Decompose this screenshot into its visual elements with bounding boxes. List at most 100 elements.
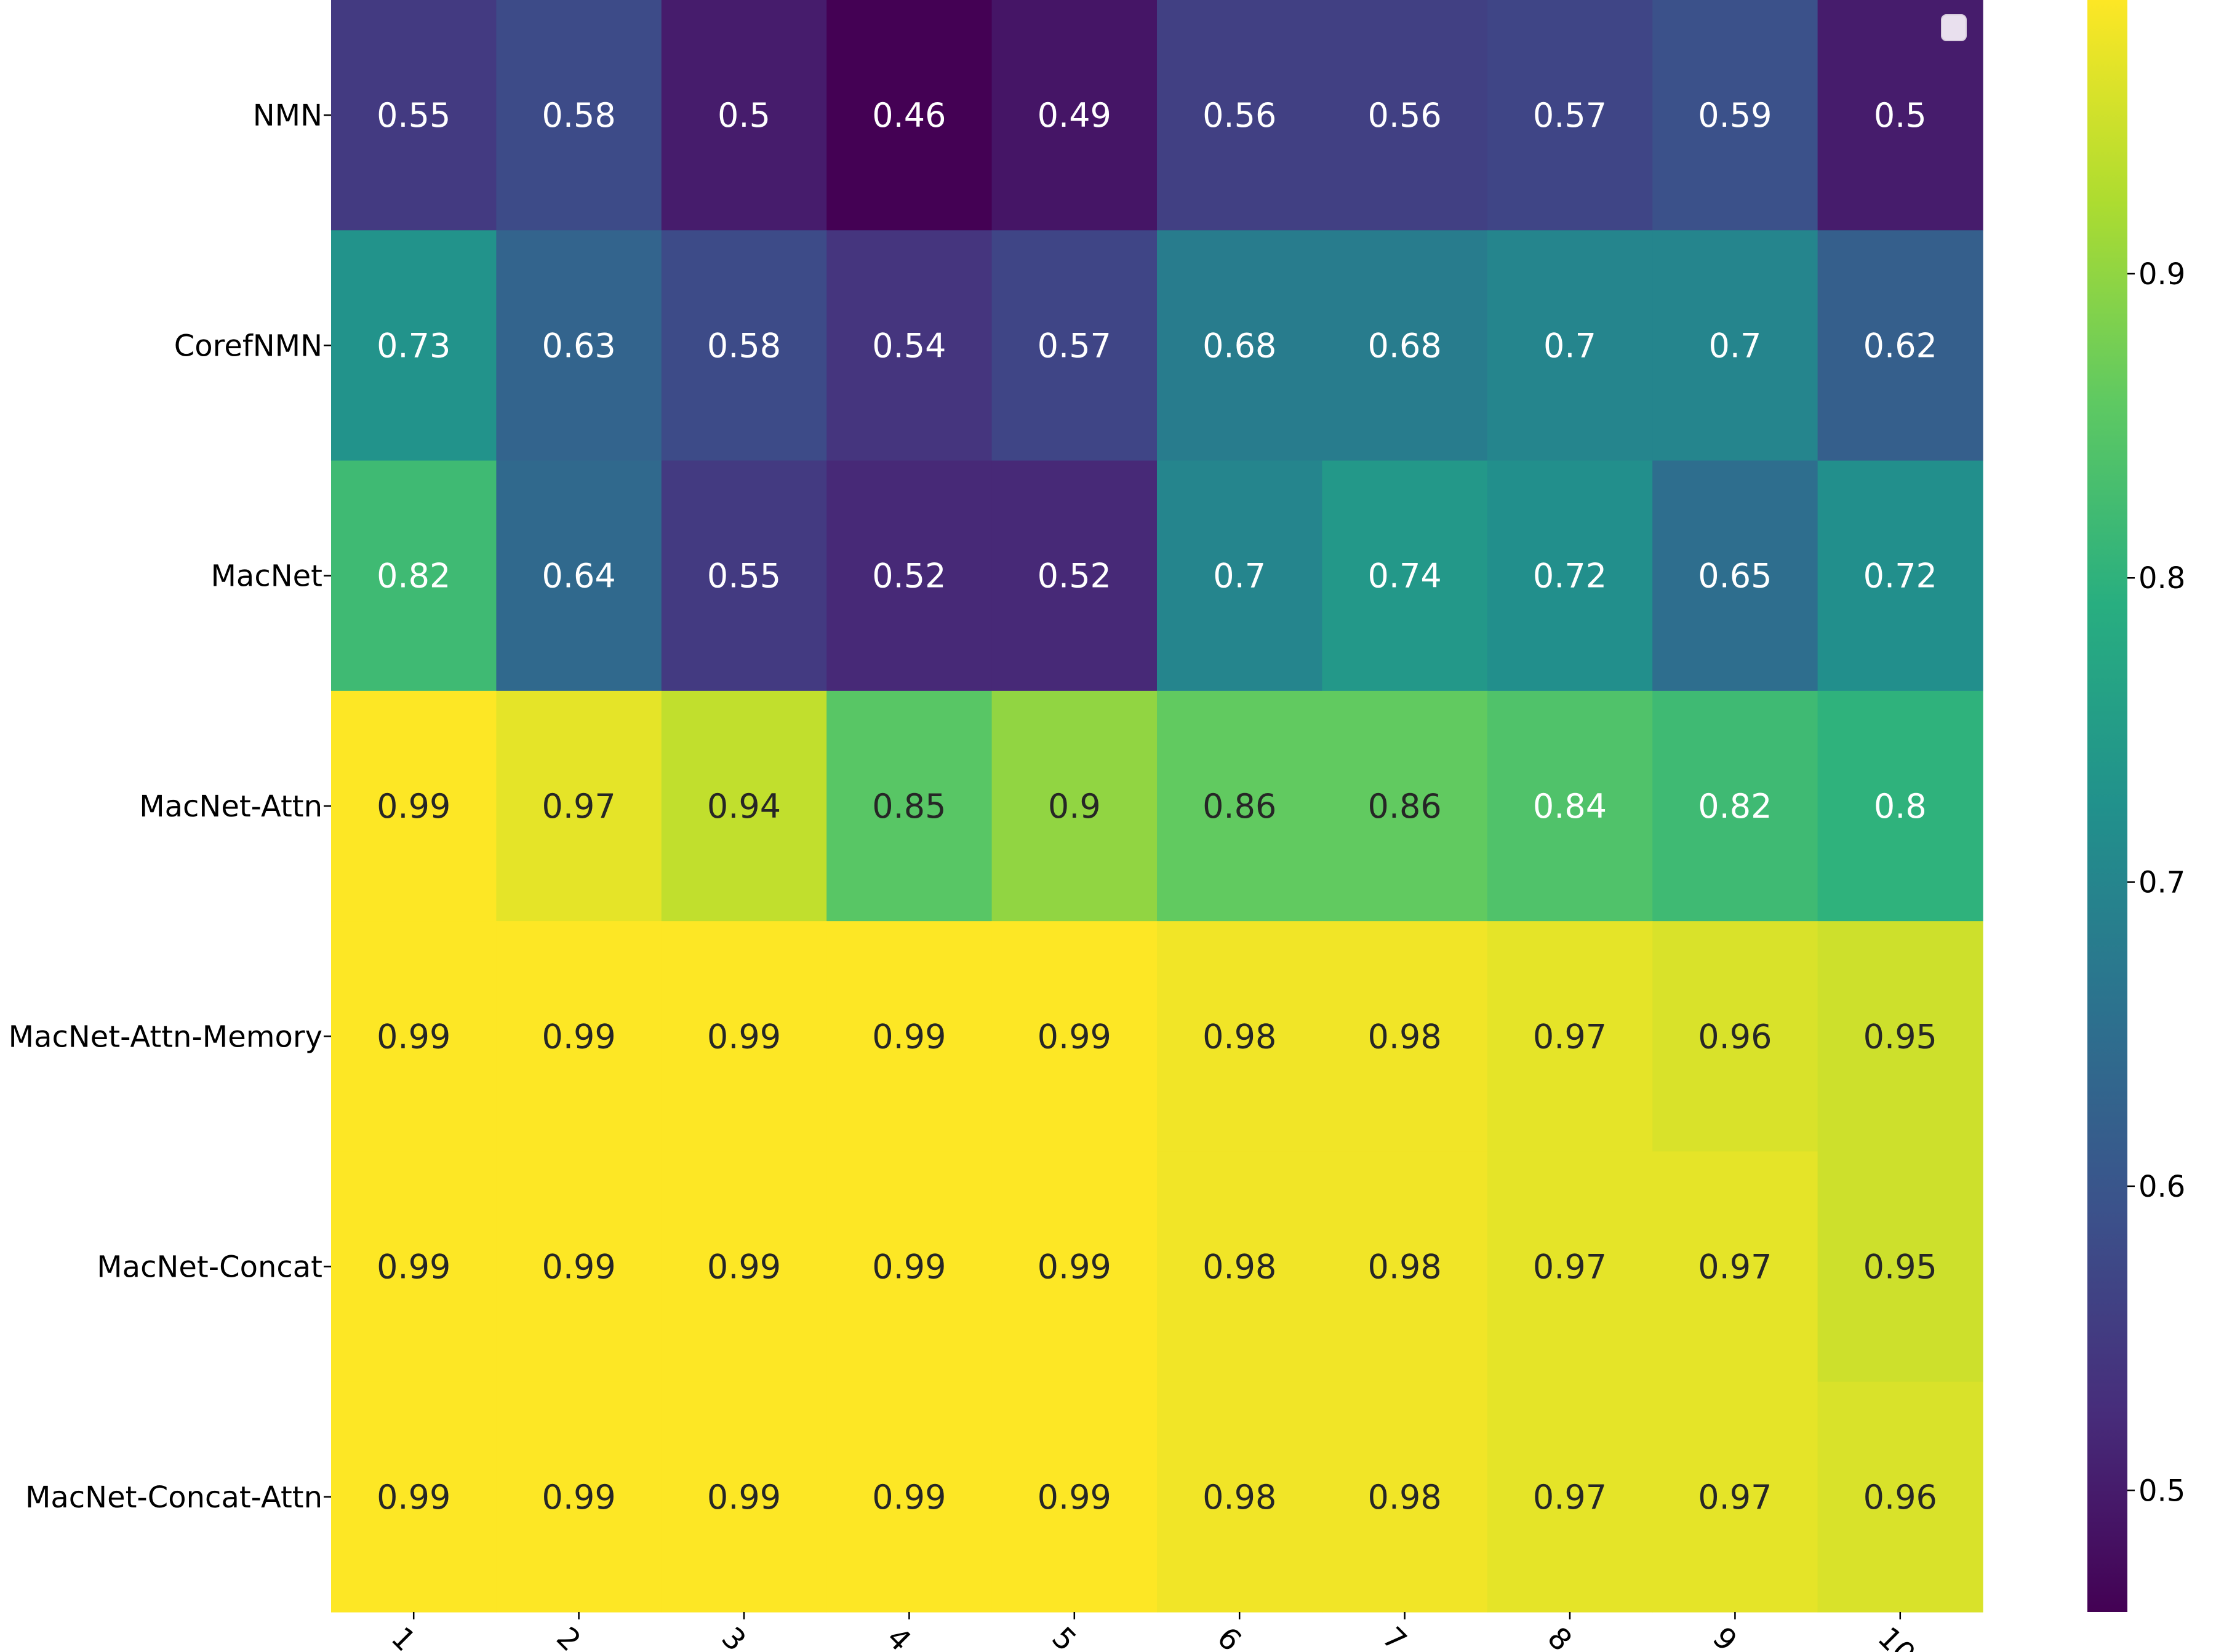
cell-value-label: 0.99 — [872, 1017, 946, 1056]
cell-value-label: 0.99 — [872, 1478, 946, 1517]
cell-value-label: 0.49 — [1038, 96, 1111, 135]
column-label: 6 — [1210, 1621, 1248, 1652]
cell-value-label: 0.95 — [1863, 1248, 1937, 1287]
heatmap-cell — [1322, 690, 1488, 922]
heatmap-cell — [331, 230, 497, 461]
cell-value-label: 0.55 — [377, 96, 450, 135]
heatmap-cell — [991, 690, 1158, 922]
row-label: CorefNMN — [174, 329, 322, 363]
cell-value-label: 0.99 — [707, 1478, 781, 1517]
column-label: 3 — [715, 1621, 753, 1652]
cell-value-label: 0.5 — [718, 96, 770, 135]
colorbar-tick-label: 0.9 — [2138, 257, 2185, 292]
heatmap-cell — [1322, 1151, 1488, 1383]
colorbar-tick-label: 0.6 — [2138, 1170, 2185, 1204]
column-label: 7 — [1375, 1621, 1413, 1652]
column-label: 1 — [385, 1621, 422, 1652]
heatmap-cell — [1487, 1381, 1653, 1613]
heatmap-cell — [1157, 1151, 1322, 1383]
cell-value-label: 0.86 — [1367, 787, 1441, 826]
cell-value-label: 0.97 — [542, 787, 615, 826]
heatmap-cell — [1817, 690, 1983, 922]
heatmap-cell — [1322, 460, 1488, 692]
heatmap-cell — [1487, 921, 1653, 1152]
row-label: MacNet-Concat — [97, 1250, 322, 1285]
colorbar-gradient — [2087, 0, 2127, 1612]
heatmap-cell — [1817, 1381, 1983, 1613]
heatmap-cell — [496, 1151, 662, 1383]
cell-value-label: 0.99 — [1038, 1248, 1111, 1287]
cell-value-label: 0.98 — [1202, 1248, 1276, 1287]
cell-value-label: 0.74 — [1367, 557, 1441, 596]
heatmap-cell — [1487, 1151, 1653, 1383]
cell-value-label: 0.62 — [1863, 326, 1937, 365]
cell-value-label: 0.57 — [1533, 96, 1607, 135]
cell-value-label: 0.82 — [1698, 787, 1772, 826]
cell-value-label: 0.99 — [707, 1017, 781, 1056]
heatmap-cell — [826, 690, 993, 922]
column-label: 8 — [1541, 1621, 1578, 1652]
heatmap-cells: 0.55 0.58 0.5 0.46 0.49 0.56 0.56 0.57 0.59 0.5 0.… — [331, 0, 1983, 1613]
cell-value-label: 0.84 — [1533, 787, 1607, 826]
cell-value-label: 0.63 — [542, 326, 615, 365]
heatmap-cell — [661, 921, 827, 1152]
heatmap-cell — [991, 1151, 1158, 1383]
row-label: MacNet-Concat-Attn — [25, 1480, 322, 1515]
cell-value-label: 0.98 — [1367, 1248, 1441, 1287]
heatmap-cell — [826, 1151, 993, 1383]
row-label: MacNet-Attn — [139, 789, 322, 824]
cell-value-label: 0.98 — [1202, 1478, 1276, 1517]
cell-value-label: 0.99 — [542, 1017, 615, 1056]
cell-value-label: 0.46 — [872, 96, 946, 135]
cell-value-label: 0.99 — [1038, 1017, 1111, 1056]
heatmap-cell — [496, 1381, 662, 1613]
row-label: MacNet-Attn-Memory — [9, 1020, 322, 1054]
cell-value-label: 0.99 — [377, 1248, 450, 1287]
heatmap-cell — [826, 921, 993, 1152]
cell-value-label: 0.55 — [707, 557, 781, 596]
heatmap-cell — [991, 460, 1158, 692]
heatmap-cell — [991, 230, 1158, 461]
cell-value-label: 0.99 — [377, 1478, 450, 1517]
colorbar: 0.5 0.6 0.7 0.8 0.9 — [2087, 0, 2185, 1612]
cell-value-label: 0.96 — [1863, 1478, 1937, 1517]
cell-value-label: 0.99 — [542, 1248, 615, 1287]
heatmap-cell — [1322, 0, 1488, 231]
cell-value-label: 0.59 — [1698, 96, 1772, 135]
heatmap-cell — [1322, 921, 1488, 1152]
heatmap-cell — [331, 921, 497, 1152]
heatmap-cell — [1817, 230, 1983, 461]
heatmap-cell — [1157, 921, 1322, 1152]
heatmap-cell — [1652, 0, 1818, 231]
heatmap-cell — [1487, 690, 1653, 922]
heatmap-cell — [826, 460, 993, 692]
heatmap-cell — [496, 0, 662, 231]
cell-value-label: 0.54 — [872, 326, 946, 365]
cell-value-label: 0.57 — [1038, 326, 1111, 365]
heatmap-cell — [1817, 1151, 1983, 1383]
cell-value-label: 0.99 — [872, 1248, 946, 1287]
column-labels: 1 2 3 4 5 6 7 8 9 10 — [385, 1612, 1922, 1652]
heatmap-cell — [1157, 1381, 1322, 1613]
cell-value-label: 0.97 — [1698, 1478, 1772, 1517]
heatmap-cell — [331, 0, 497, 231]
row-labels: NMN CorefNMN MacNet MacNet-Attn MacNet-Attn-… — [9, 98, 331, 1515]
heatmap-cell — [661, 0, 827, 231]
heatmap-cell — [991, 1381, 1158, 1613]
cell-value-label: 0.73 — [377, 326, 450, 365]
cell-value-label: 0.99 — [542, 1478, 615, 1517]
heatmap-cell — [496, 921, 662, 1152]
heatmap-cell — [826, 230, 993, 461]
column-label: 4 — [880, 1621, 918, 1652]
cell-value-label: 0.5 — [1874, 96, 1927, 135]
heatmap-cell — [1652, 230, 1818, 461]
cell-value-label: 0.97 — [1533, 1248, 1607, 1287]
heatmap-cell — [826, 0, 993, 231]
heatmap-cell — [991, 0, 1158, 231]
cell-value-label: 0.98 — [1367, 1478, 1441, 1517]
column-label: 9 — [1706, 1621, 1743, 1652]
cell-value-label: 0.7 — [1213, 557, 1266, 596]
cell-value-label: 0.82 — [377, 557, 450, 596]
heatmap-cell — [1157, 0, 1322, 231]
